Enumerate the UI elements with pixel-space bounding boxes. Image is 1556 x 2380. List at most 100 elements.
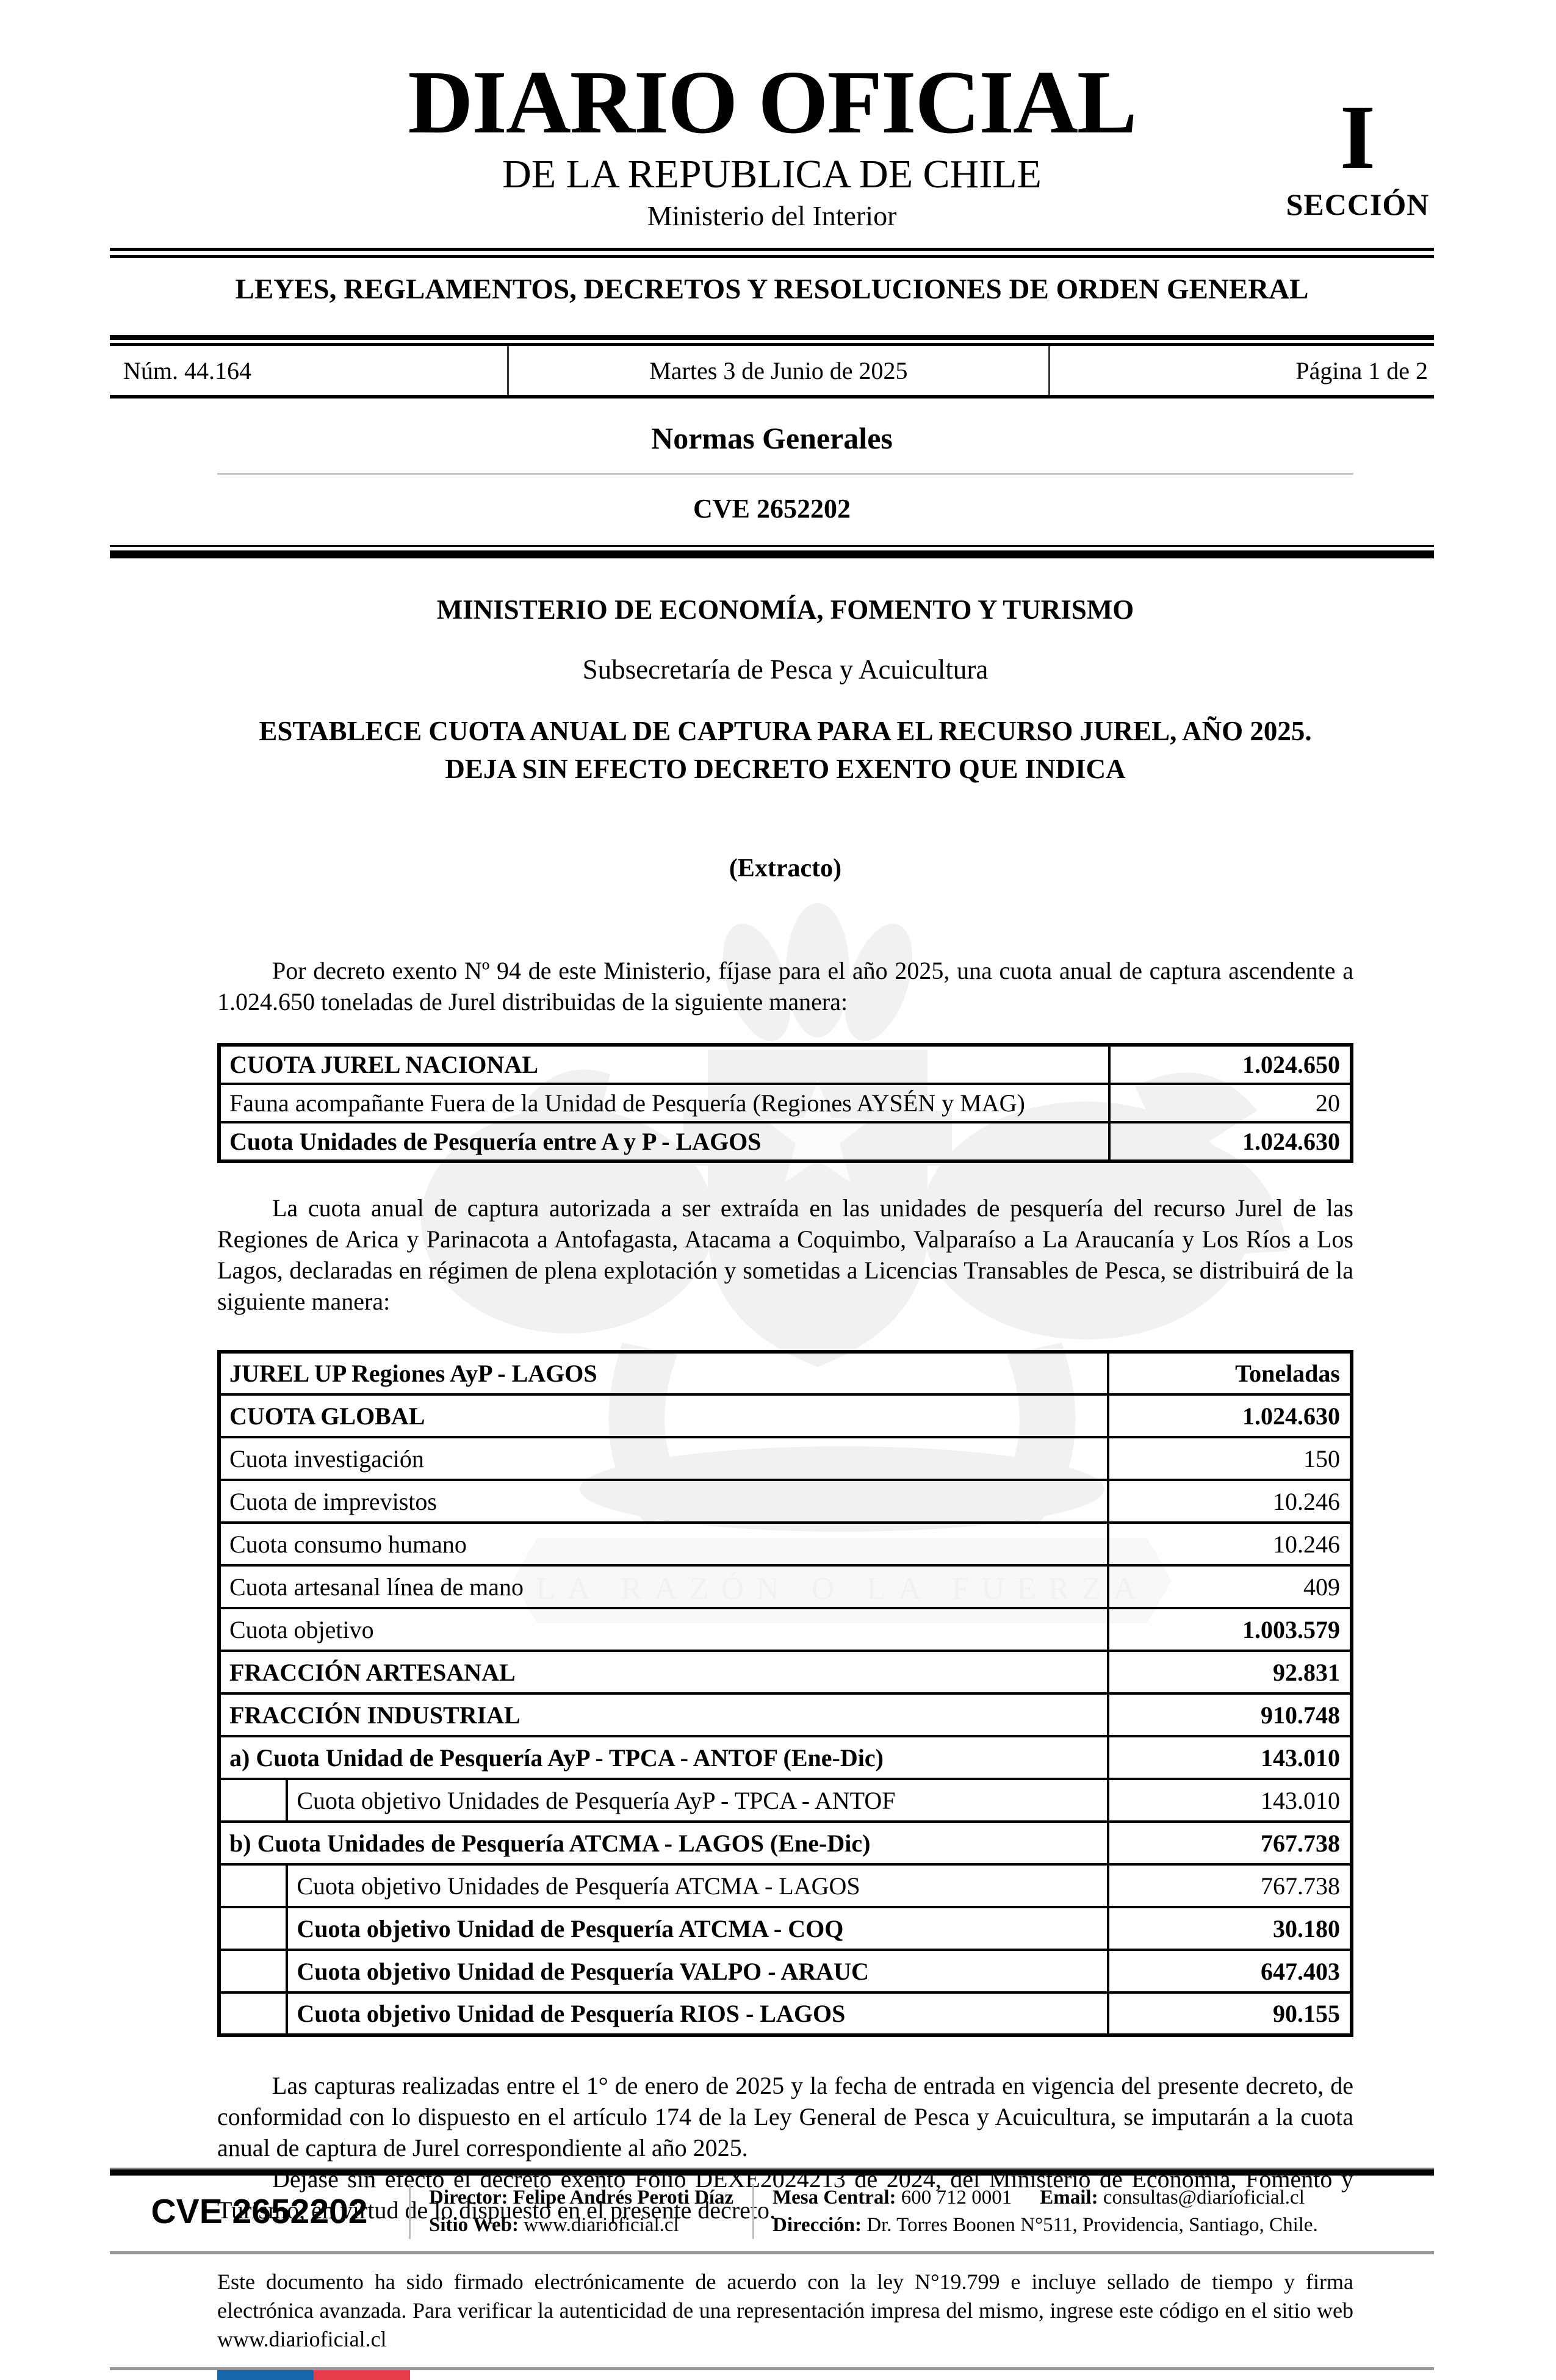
mesa-value: 600 712 0001 xyxy=(901,2187,1012,2209)
table-cell-label: FRACCIÓN INDUSTRIAL xyxy=(218,1692,1109,1737)
table-row: Cuota objetivo Unidades de Pesquería ATC… xyxy=(217,1863,1353,1908)
table-cell-label: Cuota objetivo Unidad de Pesquería RIOS … xyxy=(286,1991,1109,2036)
footer-gray-rule-1 xyxy=(110,2251,1434,2254)
table-row: Cuota investigación 150 xyxy=(218,1436,1353,1481)
issue-date: Martes 3 de Junio de 2025 xyxy=(507,346,1050,395)
table-cell-label: Cuota objetivo Unidades de Pesquería ATC… xyxy=(286,1863,1109,1908)
table-row: Cuota artesanal línea de mano 409 xyxy=(218,1564,1353,1609)
table-cell-value: 767.738 xyxy=(1106,1863,1353,1908)
article-title-line2: DEJA SIN EFECTO DECRETO EXENTO QUE INDIC… xyxy=(445,754,1126,784)
table-cell-value: 1.024.630 xyxy=(1108,1121,1353,1163)
sitio-url: www.diarioficial.cl xyxy=(524,2214,679,2236)
table-row: Cuota Unidades de Pesquería entre A y P … xyxy=(218,1121,1353,1163)
table-cell-value: 92.831 xyxy=(1106,1650,1353,1695)
table-cell-label: Cuota objetivo Unidad de Pesquería ATCMA… xyxy=(286,1906,1109,1951)
table-row: FRACCIÓN ARTESANAL 92.831 xyxy=(218,1650,1353,1695)
legal-notice: Este documento ha sido firmado electróni… xyxy=(217,2270,1353,2351)
masthead-ministry: Ministerio del Interior xyxy=(647,200,897,231)
director-name: Felipe Andrés Peroti Díaz xyxy=(513,2187,734,2209)
table-cell-label: Cuota objetivo xyxy=(218,1607,1109,1652)
issue-number: Núm. 44.164 xyxy=(123,356,251,384)
table-row: Cuota objetivo Unidad de Pesquería ATCMA… xyxy=(217,1906,1353,1951)
table-row: Fauna acompañante Fuera de la Unidad de … xyxy=(218,1083,1353,1123)
footer-divider-1 xyxy=(409,2184,411,2239)
email-label: Email: xyxy=(1040,2187,1098,2209)
table-cell-indent xyxy=(217,1778,289,1823)
table-cell-value: 767.738 xyxy=(1106,1820,1353,1866)
article-title: ESTABLECE CUOTA ANUAL DE CAPTURA PARA EL… xyxy=(217,712,1353,788)
flag-blue xyxy=(217,2370,314,2380)
quota-table-unidades: JUREL UP Regiones AyP - LAGOS Toneladas CU… xyxy=(217,1350,1353,2037)
table-row: a) Cuota Unidad de Pesquería AyP - TPCA … xyxy=(218,1735,1353,1780)
masthead-subtitle: DE LA REPUBLICA DE CHILE xyxy=(502,152,1042,197)
table-cell-value: 90.155 xyxy=(1106,1991,1353,2036)
paragraph-3: Las capturas realizadas entre el 1° de e… xyxy=(217,2072,1353,2162)
table-cell-value: 910.748 xyxy=(1106,1692,1353,1737)
table-cell-label: Cuota consumo humano xyxy=(218,1521,1109,1567)
table-cell-value: 1.003.579 xyxy=(1106,1607,1353,1652)
single-rule xyxy=(110,395,1434,398)
footer-director-line: Director: Felipe Andrés Peroti Díaz xyxy=(429,2184,740,2212)
table-cell-value: 143.010 xyxy=(1106,1735,1353,1780)
table-cell-label: FRACCIÓN ARTESANAL xyxy=(218,1650,1109,1695)
table-row: Cuota objetivo Unidad de Pesquería VALPO… xyxy=(217,1949,1353,1994)
table-cell-label: JUREL UP Regiones AyP - LAGOS xyxy=(218,1350,1109,1396)
article-title-line1: ESTABLECE CUOTA ANUAL DE CAPTURA PARA EL… xyxy=(259,716,1312,746)
paragraph-2: La cuota anual de captura autorizada a s… xyxy=(217,1194,1353,1315)
table-cell-value: 150 xyxy=(1106,1436,1353,1481)
table-cell-label: Fauna acompañante Fuera de la Unidad de … xyxy=(218,1083,1111,1123)
table-cell-value: 10.246 xyxy=(1106,1479,1353,1524)
footer-sitio-line: Sitio Web: www.diarioficial.cl xyxy=(429,2212,740,2239)
footer-mesa-line: Mesa Central: 600 712 0001 Email: consult… xyxy=(773,2184,1434,2212)
table-cell-label: CUOTA GLOBAL xyxy=(218,1393,1109,1438)
paragraph-1: Por decreto exento Nº 94 de este Ministe… xyxy=(217,957,1353,1015)
table-cell-value: 409 xyxy=(1106,1564,1353,1609)
extract-label: (Extracto) xyxy=(729,854,842,882)
table-cell-indent xyxy=(217,1991,289,2036)
table-row: Cuota objetivo Unidad de Pesquería RIOS … xyxy=(217,1991,1353,2036)
table-cell-value: 20 xyxy=(1108,1083,1353,1123)
table-cell-value: 1.024.630 xyxy=(1106,1393,1353,1438)
table-cell-label: Cuota objetivo Unidad de Pesquería VALPO… xyxy=(286,1949,1109,1994)
director-label: Director: xyxy=(429,2187,508,2209)
article-ministry: MINISTERIO DE ECONOMÍA, FOMENTO Y TURISM… xyxy=(436,594,1134,625)
section-label: SECCIÓN xyxy=(1286,187,1430,222)
table-cell-label: b) Cuota Unidades de Pesquería ATCMA - L… xyxy=(218,1820,1109,1866)
double-rule-top xyxy=(110,248,1434,258)
table-row: Cuota consumo humano 10.246 xyxy=(218,1521,1353,1567)
issue-page: Página 1 de 2 xyxy=(1295,356,1428,384)
footer-info-row: CVE 2652202 Director: Felipe Andrés Pero… xyxy=(110,2184,1434,2239)
table-row: FRACCIÓN INDUSTRIAL 910.748 xyxy=(218,1692,1353,1737)
table-header-row: JUREL UP Regiones AyP - LAGOS Toneladas xyxy=(218,1350,1353,1396)
table-row: CUOTA JUREL NACIONAL 1.024.650 xyxy=(218,1044,1353,1085)
masthead-title: DIARIO OFICIAL xyxy=(408,52,1137,153)
direccion-label: Dirección: xyxy=(773,2214,862,2236)
table-row: Cuota objetivo 1.003.579 xyxy=(218,1607,1353,1652)
table-row: CUOTA GLOBAL 1.024.630 xyxy=(218,1393,1353,1438)
cve-rule-thick xyxy=(110,550,1434,558)
mesa-label: Mesa Central: xyxy=(773,2187,896,2209)
table-row: Cuota objetivo Unidades de Pesquería AyP… xyxy=(217,1778,1353,1823)
footer-contact-block: Mesa Central: 600 712 0001 Email: consult… xyxy=(754,2184,1434,2239)
double-rule-banner-bottom xyxy=(110,335,1434,346)
table-cell-label: a) Cuota Unidad de Pesquería AyP - TPCA … xyxy=(218,1735,1109,1780)
masthead: DIARIO OFICIAL DE LA REPUBLICA DE CHILE … xyxy=(0,0,1556,232)
table-row: b) Cuota Unidades de Pesquería ATCMA - L… xyxy=(218,1820,1353,1866)
quota-table-national: CUOTA JUREL NACIONAL 1.024.650 Fauna acomp… xyxy=(217,1043,1353,1163)
table-cell-indent xyxy=(217,1906,289,1951)
article-subsecretary: Subsecretaría de Pesca y Acuicultura xyxy=(582,654,989,685)
cve-rule-thin xyxy=(110,545,1434,547)
footer-director-block: Director: Felipe Andrés Peroti Díaz Siti… xyxy=(411,2184,752,2239)
table-cell-label: Cuota investigación xyxy=(218,1436,1109,1481)
table-row: Cuota de imprevistos 10.246 xyxy=(218,1479,1353,1524)
sitio-label: Sitio Web: xyxy=(429,2214,519,2236)
section-marker: I SECCIÓN xyxy=(1284,92,1431,222)
table-cell-value: 143.010 xyxy=(1106,1778,1353,1823)
footer-divider-2 xyxy=(752,2184,754,2239)
table-cell-label: CUOTA JUREL NACIONAL xyxy=(218,1044,1111,1085)
section-heading: Normas Generales xyxy=(651,421,893,455)
table-cell-label: Cuota artesanal línea de mano xyxy=(218,1564,1109,1609)
table-cell-value: 1.024.650 xyxy=(1108,1044,1353,1085)
gray-divider xyxy=(217,473,1353,475)
